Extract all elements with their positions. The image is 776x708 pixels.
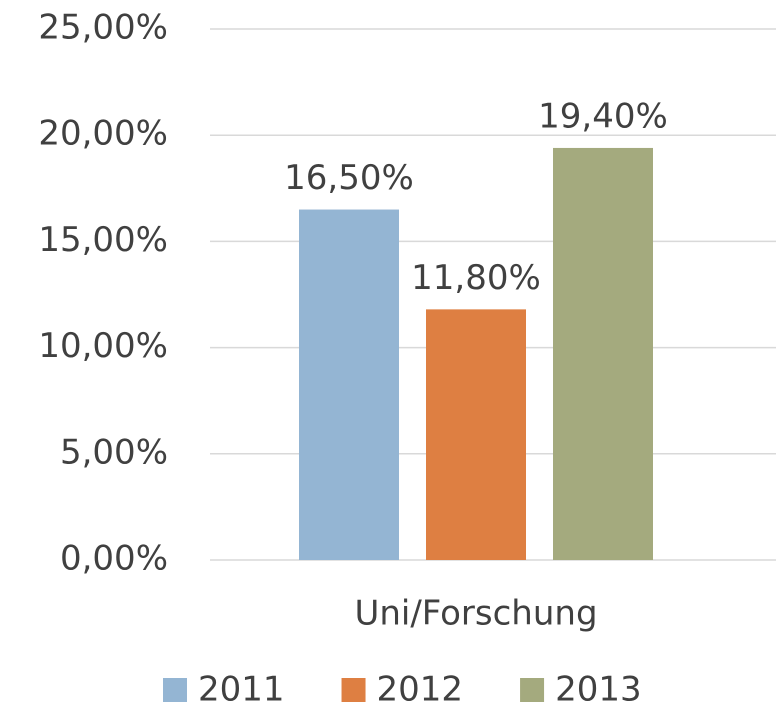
y-tick-label: 10,00%	[38, 326, 168, 366]
legend-label: 2013	[555, 670, 642, 708]
value-label: 11,80%	[411, 258, 541, 298]
y-tick-label: 15,00%	[38, 220, 168, 260]
y-tick-label: 20,00%	[38, 114, 168, 154]
x-tick-label: Uni/Forschung	[354, 594, 597, 634]
legend-swatch	[341, 678, 366, 702]
value-label: 16,50%	[284, 158, 414, 198]
legend-swatch	[163, 678, 187, 702]
bar	[299, 209, 399, 561]
legend-label: 2012	[377, 670, 464, 708]
y-tick-label: 25,00%	[38, 8, 168, 48]
bar	[553, 147, 653, 560]
y-tick-label: 5,00%	[60, 432, 168, 472]
value-label: 19,40%	[538, 96, 668, 136]
legend-swatch	[520, 678, 545, 702]
bar	[426, 309, 526, 560]
y-tick-label: 0,00%	[60, 539, 168, 579]
legend-label: 2011	[198, 670, 285, 708]
